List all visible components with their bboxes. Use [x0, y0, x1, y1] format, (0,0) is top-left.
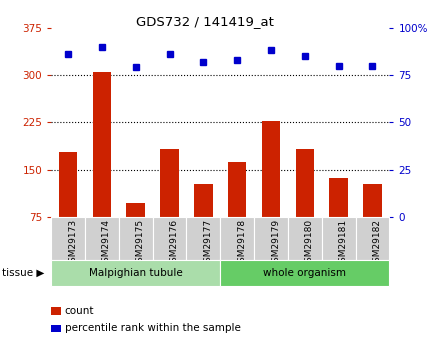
Bar	[322, 217, 356, 260]
Bar	[329, 177, 348, 217]
Bar	[194, 184, 213, 217]
Text: count: count	[65, 306, 94, 316]
Text: Malpighian tubule: Malpighian tubule	[89, 268, 182, 278]
Bar	[288, 217, 322, 260]
Bar	[295, 149, 314, 217]
Bar	[220, 260, 389, 286]
Bar	[126, 203, 145, 217]
Text: GSM29182: GSM29182	[372, 219, 381, 268]
Bar	[220, 217, 254, 260]
Bar	[85, 217, 119, 260]
Bar	[153, 217, 186, 260]
Text: GSM29181: GSM29181	[339, 219, 348, 268]
Bar	[363, 184, 382, 217]
Text: GSM29176: GSM29176	[170, 219, 178, 268]
Text: whole organism: whole organism	[263, 268, 346, 278]
Text: GSM29175: GSM29175	[136, 219, 145, 268]
Text: GDS732 / 141419_at: GDS732 / 141419_at	[136, 16, 274, 29]
Text: GSM29177: GSM29177	[203, 219, 212, 268]
Bar	[356, 217, 389, 260]
Text: GSM29174: GSM29174	[102, 219, 111, 268]
Bar	[51, 260, 220, 286]
Text: percentile rank within the sample: percentile rank within the sample	[65, 324, 240, 333]
Bar	[160, 149, 179, 217]
Text: GSM29180: GSM29180	[305, 219, 314, 268]
Text: GSM29173: GSM29173	[68, 219, 77, 268]
Text: tissue ▶: tissue ▶	[2, 268, 44, 278]
Bar	[254, 217, 288, 260]
Bar	[119, 217, 153, 260]
Bar	[51, 217, 85, 260]
Text: GSM29178: GSM29178	[237, 219, 246, 268]
Text: GSM29179: GSM29179	[271, 219, 280, 268]
Bar	[59, 152, 77, 217]
Bar	[262, 120, 280, 217]
Bar	[93, 72, 111, 217]
Bar	[186, 217, 220, 260]
Bar	[228, 162, 247, 217]
